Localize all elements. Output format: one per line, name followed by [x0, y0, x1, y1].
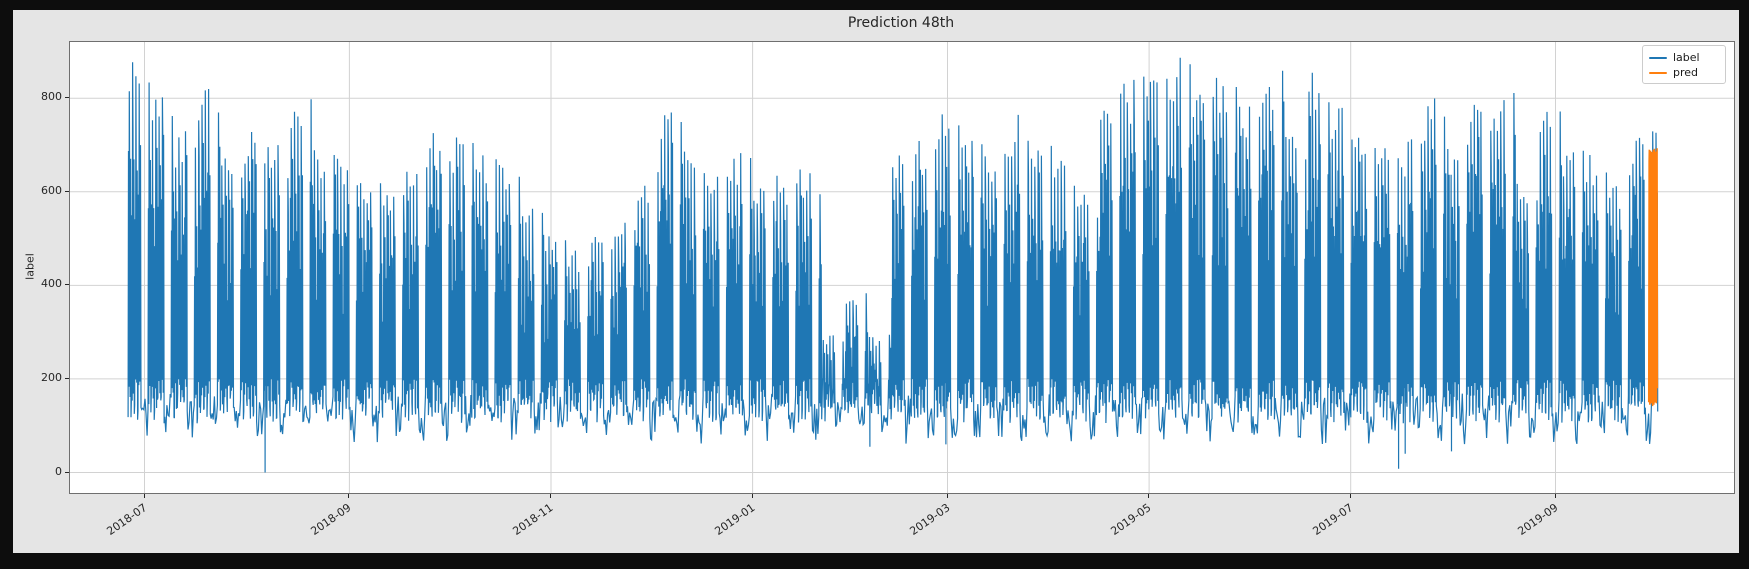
y-tick-mark: [65, 97, 69, 99]
pred-series-line: [1647, 148, 1659, 407]
y-tick-label: 0: [55, 464, 62, 478]
x-tick-mark: [348, 494, 350, 498]
label-series-line: [127, 57, 1659, 473]
chart-title: Prediction 48th: [847, 15, 955, 31]
x-tick-mark: [751, 494, 753, 498]
y-tick-label: 600: [41, 183, 62, 197]
legend-entry-pred: pred: [1649, 65, 1719, 80]
x-tick-label: 2018-11: [510, 501, 556, 539]
y-tick-mark: [65, 190, 69, 192]
figure-canvas: Prediction 48th label label pred 2018-07…: [13, 10, 1739, 553]
x-tick-mark: [1554, 494, 1556, 498]
x-tick-label: 2019-07: [1310, 501, 1356, 539]
x-tick-label: 2019-05: [1108, 501, 1154, 539]
x-tick-label: 2018-07: [103, 501, 149, 539]
plot-area: label pred: [69, 41, 1735, 494]
legend-label-text: label: [1673, 51, 1700, 64]
chart-canvas: [70, 42, 1734, 493]
legend-entry-label: label: [1649, 50, 1719, 65]
x-tick-label: 2019-03: [906, 501, 952, 539]
x-tick-mark: [946, 494, 948, 498]
y-tick-mark: [65, 471, 69, 473]
y-tick-mark: [65, 284, 69, 286]
x-tick-mark: [550, 494, 551, 498]
x-tick-label: 2019-09: [1514, 501, 1560, 539]
x-tick-label: 2019-01: [711, 501, 758, 539]
pred-line-swatch: [1649, 71, 1667, 74]
y-tick-label: 200: [41, 370, 62, 384]
y-tick-label: 800: [41, 90, 62, 104]
legend-pred-text: pred: [1673, 66, 1699, 79]
x-tick-mark: [1148, 494, 1150, 498]
label-line-swatch: [1649, 56, 1667, 59]
x-tick-mark: [1349, 494, 1351, 498]
legend: label pred: [1642, 45, 1726, 84]
x-tick-label: 2018-09: [308, 501, 354, 539]
x-tick-mark: [143, 494, 145, 498]
y-tick-label: 400: [41, 277, 62, 291]
y-tick-mark: [65, 377, 69, 379]
